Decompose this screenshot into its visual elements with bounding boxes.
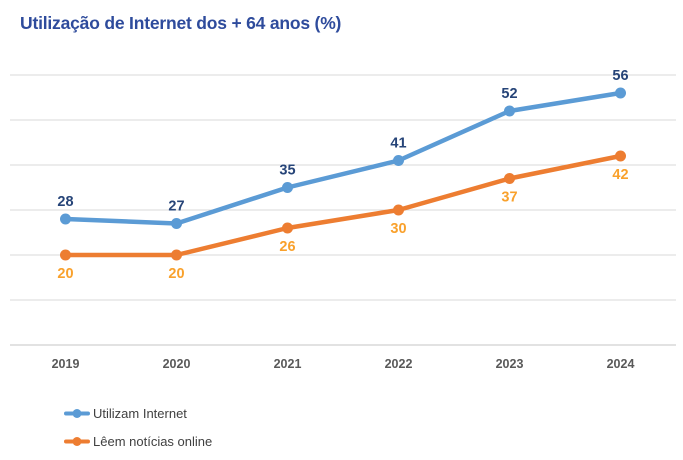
legend-marker-dot (72, 408, 82, 418)
chart-legend: Utilizam Internet Lêem notícias online (63, 403, 212, 451)
data-label: 27 (168, 199, 184, 215)
legend-marker-dot (72, 436, 82, 446)
data-point-marker (60, 213, 71, 225)
legend-item-utilizam-internet: Utilizam Internet (63, 403, 212, 423)
data-label: 41 (390, 136, 406, 152)
data-point-marker (615, 150, 626, 162)
chart-title: Utilização de Internet dos + 64 anos (%) (20, 13, 342, 33)
data-point-marker (171, 218, 182, 229)
data-label: 37 (501, 190, 517, 206)
data-point-marker (504, 173, 515, 184)
data-label: 30 (390, 221, 406, 237)
x-axis-tick-label: 2019 (52, 357, 80, 371)
x-axis-tick-label: 2020 (163, 357, 191, 371)
data-label: 20 (168, 266, 184, 282)
data-label: 52 (501, 86, 517, 102)
data-label: 20 (57, 266, 73, 282)
data-label: 35 (279, 163, 295, 179)
data-point-marker (615, 87, 626, 99)
data-label: 56 (612, 68, 628, 84)
data-point-marker (393, 155, 404, 166)
legend-line-marker-blue (64, 408, 90, 418)
series-line (63, 90, 623, 226)
data-point-marker (282, 182, 293, 193)
x-axis-tick-label: 2023 (496, 357, 524, 371)
data-label: 42 (612, 167, 628, 183)
data-point-marker (171, 249, 182, 261)
data-label: 26 (279, 239, 295, 255)
data-point-marker (60, 249, 71, 261)
legend-line-marker-orange (64, 436, 90, 446)
legend-item-leem-noticias-online: Lêem notícias online (63, 431, 212, 451)
x-axis-tick-label: 2021 (274, 357, 302, 371)
data-point-marker (504, 105, 515, 117)
legend-label: Lêem notícias online (93, 433, 213, 449)
x-axis-tick-label: 2024 (607, 357, 635, 371)
x-axis-tick-label: 2022 (385, 357, 413, 371)
legend-label: Utilizam Internet (93, 405, 187, 421)
data-label: 28 (57, 194, 73, 210)
data-point-marker (282, 222, 293, 234)
series-line (63, 153, 623, 258)
data-point-marker (393, 204, 404, 216)
